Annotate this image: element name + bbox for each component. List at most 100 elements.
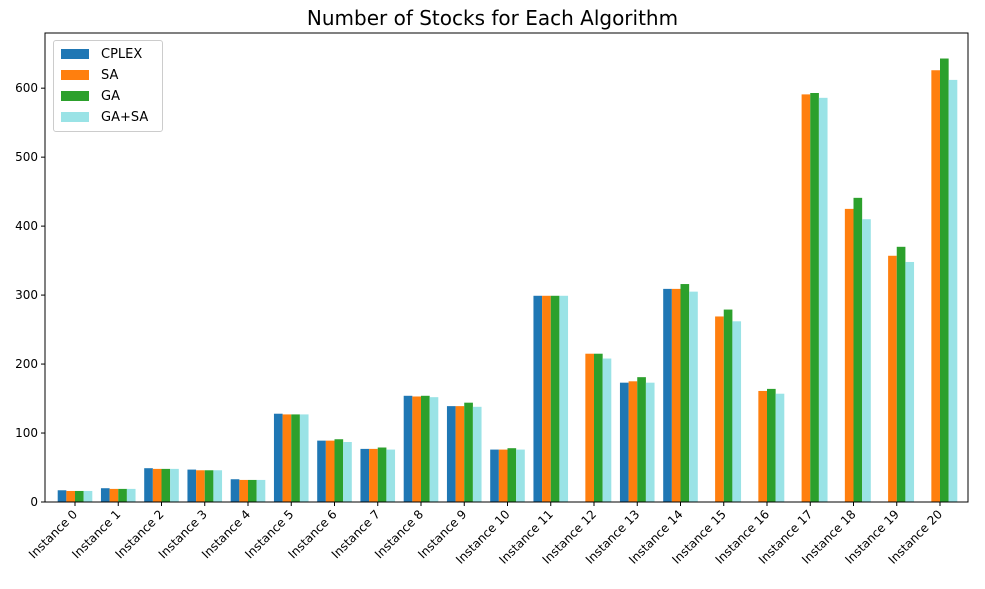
bar-cplex-instance-8 (403, 395, 413, 502)
bar-sa-instance-15 (715, 316, 724, 502)
bar-ga-sa-instance-4 (256, 479, 266, 502)
bar-ga-sa-instance-15 (732, 321, 742, 502)
y-tick-label: 0 (30, 495, 38, 509)
legend-label: SA (101, 67, 119, 83)
bar-cplex-instance-0 (57, 490, 67, 502)
bar-ga-instance-9 (464, 402, 473, 502)
bar-ga-sa-instance-17 (818, 97, 828, 502)
bar-cplex-instance-13 (619, 382, 629, 502)
bar-ga-sa-instance-12 (602, 358, 612, 502)
bar-ga-sa-instance-13 (645, 382, 655, 502)
bar-ga-sa-instance-19 (905, 261, 915, 502)
bar-ga-sa-instance-0 (83, 490, 93, 502)
bar-sa-instance-18 (844, 208, 854, 503)
bar-sa-instance-8 (412, 396, 421, 502)
bar-ga-sa-instance-8 (429, 397, 439, 502)
bar-sa-instance-9 (455, 406, 465, 502)
bar-ga-sa-instance-11 (559, 295, 569, 502)
bar-ga-sa-instance-14 (689, 291, 698, 502)
bar-ga-instance-12 (594, 353, 603, 502)
bar-ga-sa-instance-7 (386, 449, 396, 502)
bar-cplex-instance-6 (317, 440, 326, 502)
y-tick-label: 500 (15, 150, 38, 164)
legend-label: GA (101, 88, 120, 104)
bars-group (57, 58, 958, 503)
bar-ga-sa-instance-1 (126, 488, 136, 502)
plot-frame (44, 32, 969, 503)
bar-ga-sa-instance-9 (472, 406, 482, 502)
bar-ga-instance-7 (377, 447, 387, 502)
bar-sa-instance-16 (758, 390, 767, 502)
bar-sa-instance-2 (152, 468, 162, 502)
bar-cplex-instance-4 (230, 479, 240, 502)
bar-ga-instance-15 (723, 309, 733, 502)
bar-cplex-instance-14 (663, 288, 672, 502)
bar-ga-instance-8 (421, 395, 430, 502)
bar-ga-instance-1 (118, 488, 127, 502)
bar-sa-instance-17 (801, 94, 811, 502)
legend-swatch (61, 91, 89, 101)
bar-ga-sa-instance-20 (948, 79, 958, 503)
bar-sa-instance-0 (66, 490, 75, 502)
bar-ga-instance-3 (204, 470, 214, 502)
bar-sa-instance-19 (888, 255, 897, 502)
bar-ga-instance-0 (75, 490, 84, 502)
bar-cplex-instance-11 (533, 295, 543, 502)
bar-cplex-instance-3 (187, 469, 197, 502)
y-tick-label: 100 (15, 426, 38, 440)
bar-sa-instance-3 (196, 470, 205, 502)
bar-ga-sa-instance-10 (516, 449, 525, 502)
bar-cplex-instance-2 (144, 468, 153, 502)
y-axis: 0 100 200 300 400 500 600 (15, 81, 45, 509)
bar-cplex-instance-10 (490, 449, 499, 502)
y-tick-label: 200 (15, 357, 38, 371)
bar-sa-instance-5 (282, 414, 292, 502)
bar-cplex-instance-9 (446, 406, 456, 502)
legend-swatch (61, 70, 89, 80)
bar-cplex-instance-5 (273, 413, 283, 502)
bar-ga-instance-14 (680, 284, 690, 502)
legend-label: GA+SA (101, 109, 149, 125)
legend: CPLEX SA GA GA+SA (53, 40, 163, 132)
y-tick-label: 300 (15, 288, 38, 302)
bar-ga-instance-2 (161, 468, 171, 502)
bar-ga-sa-instance-3 (213, 470, 223, 502)
bar-cplex-instance-7 (360, 448, 370, 502)
bar-sa-instance-20 (931, 70, 940, 503)
bar-sa-instance-6 (325, 440, 335, 502)
legend-item: GA (61, 87, 120, 105)
bar-sa-instance-12 (585, 353, 594, 502)
chart-title: Number of Stocks for Each Algorithm (306, 6, 679, 30)
bar-sa-instance-4 (239, 479, 248, 502)
bar-ga-instance-10 (507, 448, 517, 502)
bar-sa-instance-10 (498, 449, 508, 502)
bar-sa-instance-14 (671, 288, 681, 502)
bar-ga-instance-4 (248, 479, 257, 502)
bar-ga-sa-instance-6 (343, 442, 352, 502)
bar-ga-sa-instance-2 (170, 468, 179, 502)
bar-cplex-instance-1 (100, 488, 110, 502)
bar-ga-instance-16 (767, 388, 776, 502)
y-tick-label: 600 (15, 81, 38, 95)
y-tick-label: 400 (15, 219, 38, 233)
bar-ga-sa-instance-5 (299, 414, 309, 502)
legend-swatch (61, 49, 89, 59)
legend-item: SA (61, 66, 118, 84)
bar-ga-instance-19 (896, 246, 906, 502)
bar-ga-instance-18 (853, 197, 863, 502)
bar-sa-instance-1 (109, 488, 119, 502)
bar-ga-sa-instance-18 (862, 219, 871, 502)
bar-sa-instance-11 (542, 295, 551, 502)
bar-sa-instance-7 (369, 448, 378, 502)
bar-ga-instance-11 (550, 295, 560, 502)
legend-swatch (61, 112, 89, 122)
bar-ga-instance-13 (637, 377, 646, 502)
bar-ga-instance-17 (810, 93, 819, 502)
bar-ga-instance-6 (334, 439, 344, 502)
bar-sa-instance-13 (628, 381, 638, 502)
bar-ga-instance-5 (291, 414, 300, 502)
legend-item: CPLEX (61, 45, 142, 63)
bar-ga-sa-instance-16 (775, 393, 785, 502)
legend-label: CPLEX (101, 46, 143, 62)
